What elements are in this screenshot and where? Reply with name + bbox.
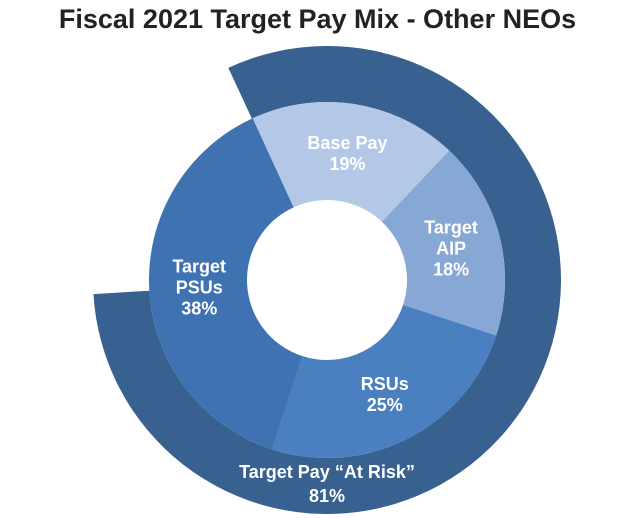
inner-ring	[149, 101, 505, 458]
rsus-name-label: RSUs	[361, 374, 409, 394]
target-pay-at-risk-value-label-outer: 81%	[309, 486, 345, 506]
base-pay-name-label: Base Pay	[307, 133, 387, 153]
rsus-value-label: 25%	[367, 395, 403, 415]
chart-title: Fiscal 2021 Target Pay Mix - Other NEOs	[58, 4, 577, 34]
target-psus-name-label: PSUs	[176, 278, 223, 298]
inner-slice-target-psus	[149, 118, 303, 450]
target-psus-name-label: Target	[172, 257, 226, 277]
inner-slice-rsus	[270, 304, 497, 458]
data-labels: Base Pay19%TargetAIP18%RSUs25%TargetPSUs…	[172, 133, 478, 506]
target-aip-name-label: AIP	[436, 239, 466, 259]
inner-slice-target-aip	[381, 150, 505, 337]
target-pay-at-risk-name-label-outer: Target Pay “At Risk”	[239, 462, 415, 482]
target-psus-value-label: 38%	[181, 299, 217, 319]
target-aip-name-label: Target	[424, 218, 478, 238]
inner-slice-base-pay	[251, 101, 450, 223]
target-aip-value-label: 18%	[433, 260, 469, 280]
base-pay-value-label: 19%	[329, 154, 365, 174]
